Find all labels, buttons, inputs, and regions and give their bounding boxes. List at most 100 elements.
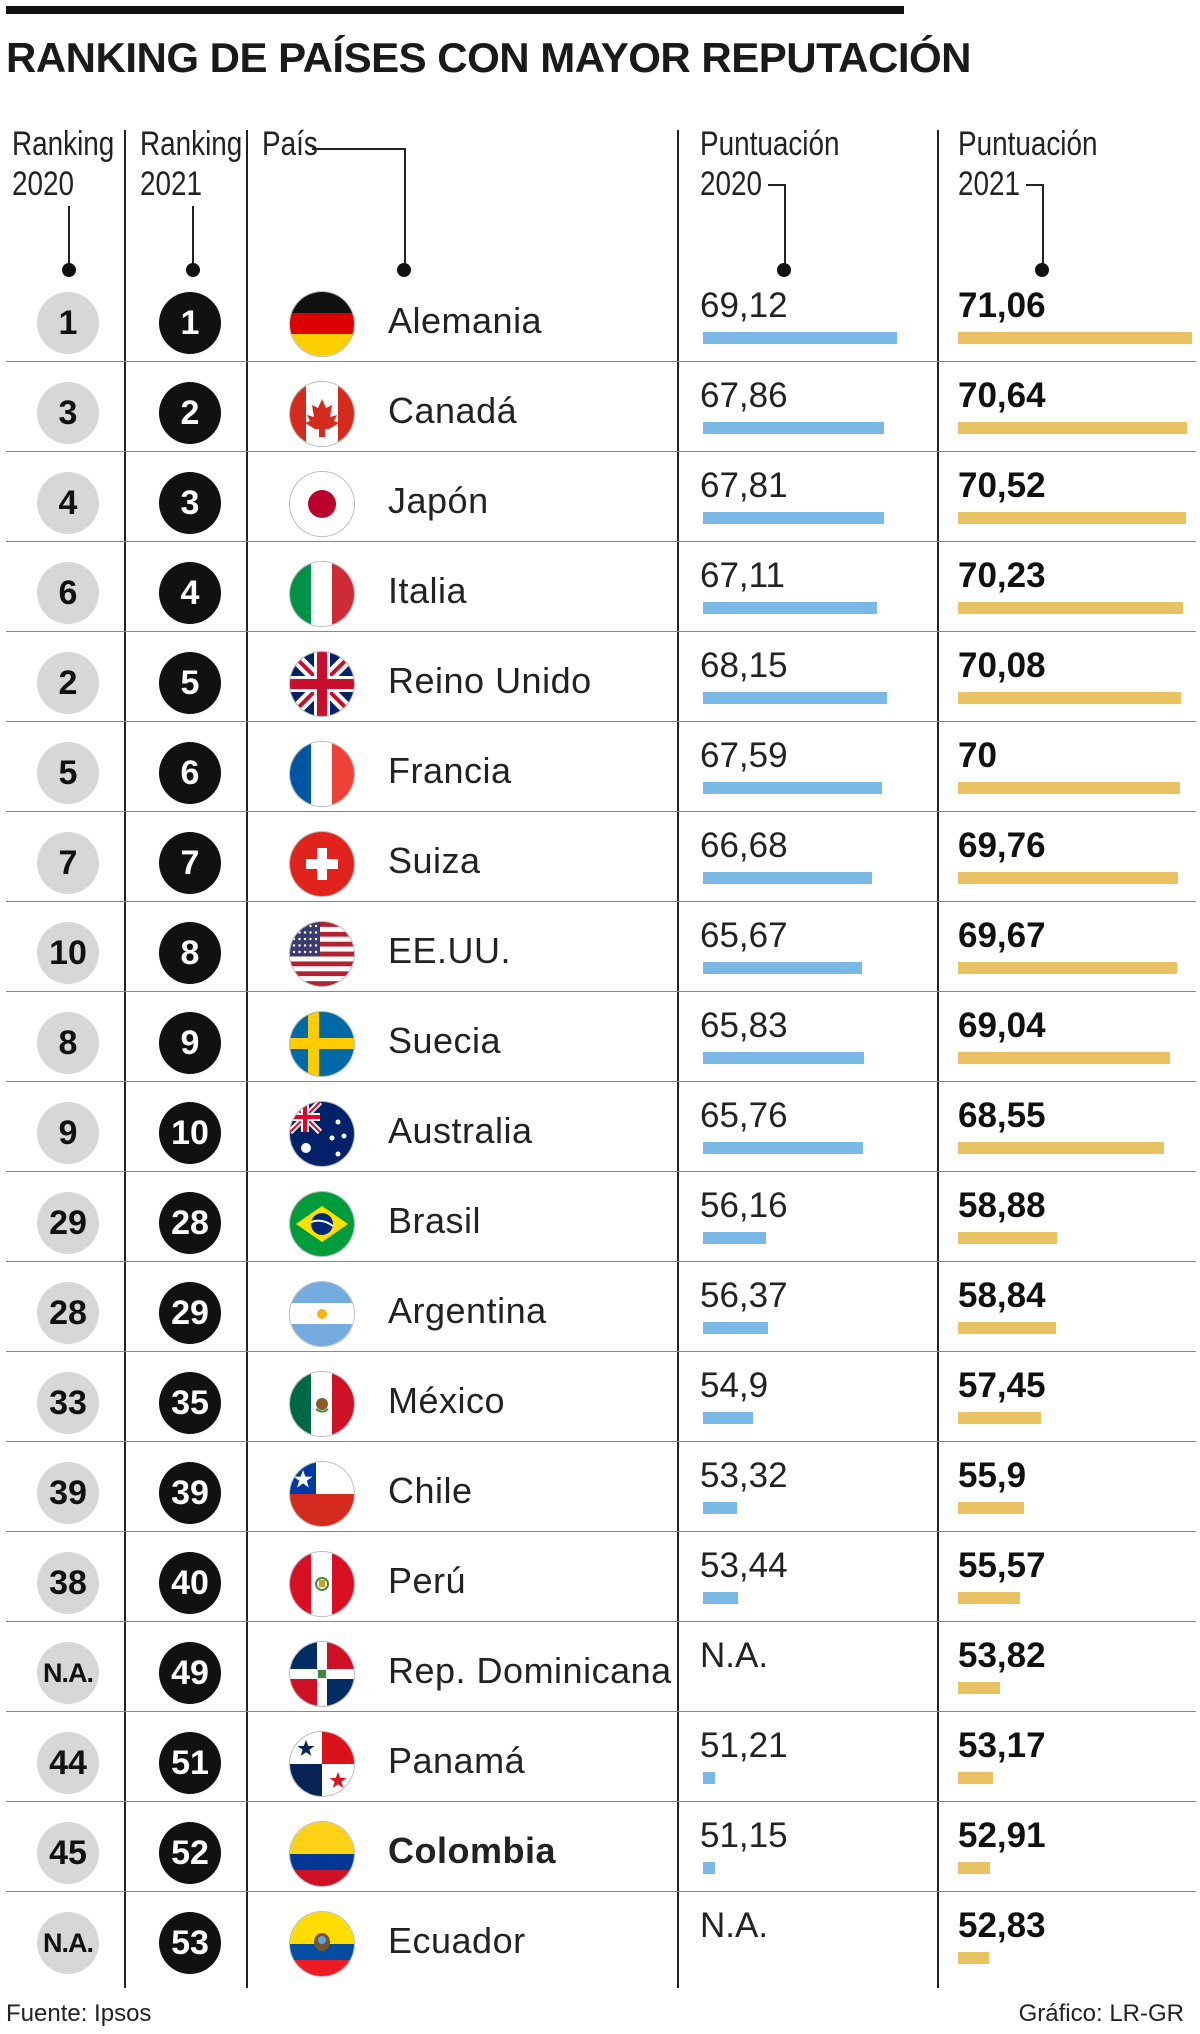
rank-2021-badge: 7	[159, 832, 221, 894]
score-2020-label: 68,15	[700, 646, 788, 685]
country-name: Ecuador	[388, 1920, 526, 1961]
country-name: Francia	[388, 750, 512, 791]
country-name: EE.UU.	[388, 930, 512, 971]
header-connector	[1026, 184, 1044, 268]
chile-flag-icon	[290, 1462, 354, 1526]
score-2020-bar	[703, 602, 877, 614]
score-2021-label: 69,76	[958, 826, 1046, 865]
country-name: Perú	[388, 1560, 467, 1601]
score-2020-label: 56,37	[700, 1276, 788, 1315]
row-separator	[6, 451, 1196, 452]
row-separator	[6, 1441, 1196, 1442]
score-2020-label: 65,67	[700, 916, 788, 955]
score-2020-label: 69,12	[700, 286, 788, 325]
rank-2021-badge: 51	[159, 1732, 221, 1794]
rank-2021-badge: 35	[159, 1372, 221, 1434]
rank-2020-badge: 7	[37, 832, 99, 894]
rank-2021-badge: 1	[159, 292, 221, 354]
row-separator	[6, 1171, 1196, 1172]
score-2020-bar	[703, 962, 863, 974]
score-2020-bar	[703, 1502, 737, 1514]
rank-2020-badge: 45	[37, 1822, 99, 1884]
country-name: México	[388, 1380, 506, 1421]
row-separator	[6, 1081, 1196, 1082]
country-name: Chile	[388, 1470, 473, 1511]
country-name: Suiza	[388, 840, 481, 881]
country-name: Australia	[388, 1110, 533, 1151]
rank-2020-badge: 29	[37, 1192, 99, 1254]
header-line: 2021	[958, 165, 1021, 203]
score-2020-bar	[703, 422, 885, 434]
header-connector	[312, 148, 406, 268]
table-row: 44 51 Panamá 51,21 53,17	[0, 1712, 1200, 1802]
peru-flag-icon	[290, 1552, 354, 1616]
score-2021-bar	[958, 1862, 991, 1874]
header-line: País	[262, 125, 318, 163]
sweden-flag-icon	[290, 1012, 354, 1076]
country-name: Italia	[388, 570, 468, 611]
country-name: Japón	[388, 480, 489, 521]
brazil-flag-icon	[290, 1192, 354, 1256]
score-2021-bar	[958, 962, 1177, 974]
score-2021-bar	[958, 1592, 1020, 1604]
rank-2020-badge: 33	[37, 1372, 99, 1434]
header-line: 2021	[140, 165, 203, 203]
score-2020-label: 56,16	[700, 1186, 788, 1225]
rank-2020-badge: 3	[37, 382, 99, 444]
country-name: Alemania	[388, 300, 543, 341]
score-2021-label: 52,91	[958, 1816, 1046, 1855]
rank-2021-badge: 8	[159, 922, 221, 984]
rank-2020-badge: 2	[37, 652, 99, 714]
rank-2021-badge: 6	[159, 742, 221, 804]
score-2021-bar	[958, 512, 1186, 524]
table-row: 10 8 EE.UU. 65,67 69,67	[0, 902, 1200, 992]
score-2021-label: 70,52	[958, 466, 1046, 505]
row-separator	[6, 1801, 1196, 1802]
table-row: 38 40 Perú 53,44 55,57	[0, 1532, 1200, 1622]
chart-title: RANKING DE PAÍSES CON MAYOR REPUTACIÓN	[6, 34, 972, 81]
rank-2020-badge: 5	[37, 742, 99, 804]
table-row: 7 7 Suiza 66,68 69,76	[0, 812, 1200, 902]
rank-2021-badge: 40	[159, 1552, 221, 1614]
header-connector	[68, 206, 70, 266]
score-2021-bar	[958, 872, 1178, 884]
score-2020-bar	[703, 1592, 738, 1604]
score-2021-bar	[958, 332, 1192, 344]
panama-flag-icon	[290, 1732, 354, 1796]
rank-2020-badge: 39	[37, 1462, 99, 1524]
score-2020-label: 67,59	[700, 736, 788, 775]
score-2020-bar	[703, 512, 884, 524]
connector-dot	[1035, 263, 1049, 277]
score-2020-bar	[703, 1232, 766, 1244]
score-2020-label: 51,15	[700, 1816, 788, 1855]
united-kingdom-flag-icon	[290, 652, 354, 716]
score-2021-bar	[958, 1232, 1057, 1244]
score-2020-label: 66,68	[700, 826, 788, 865]
rank-2021-badge: 3	[159, 472, 221, 534]
score-2021-label: 58,84	[958, 1276, 1046, 1315]
canada-flag-icon	[290, 382, 354, 446]
score-2021-label: 53,17	[958, 1726, 1046, 1765]
row-separator	[6, 361, 1196, 362]
score-2020-label: 67,86	[700, 376, 788, 415]
argentina-flag-icon	[290, 1282, 354, 1346]
score-2021-label: 58,88	[958, 1186, 1046, 1225]
rank-2020-badge: 6	[37, 562, 99, 624]
rank-2021-badge: 4	[159, 562, 221, 624]
rank-2021-badge: 5	[159, 652, 221, 714]
country-name: Panamá	[388, 1740, 526, 1781]
score-2021-label: 55,57	[958, 1546, 1046, 1585]
rank-2020-badge: N.A.	[37, 1642, 99, 1704]
score-2021-label: 69,04	[958, 1006, 1046, 1045]
header-score-2020: Puntuación 2020	[700, 124, 840, 204]
score-2020-label: 53,32	[700, 1456, 788, 1495]
table-row: 2 5 Reino Unido 68,15 70,08	[0, 632, 1200, 722]
score-2021-bar	[958, 1142, 1165, 1154]
score-2021-bar	[958, 1322, 1057, 1334]
connector-dot	[62, 263, 76, 277]
table-row: 1 1 Alemania 69,12 71,06	[0, 272, 1200, 362]
row-separator	[6, 631, 1196, 632]
row-separator	[6, 1891, 1196, 1892]
header-connector	[192, 206, 194, 266]
connector-dot	[397, 263, 411, 277]
